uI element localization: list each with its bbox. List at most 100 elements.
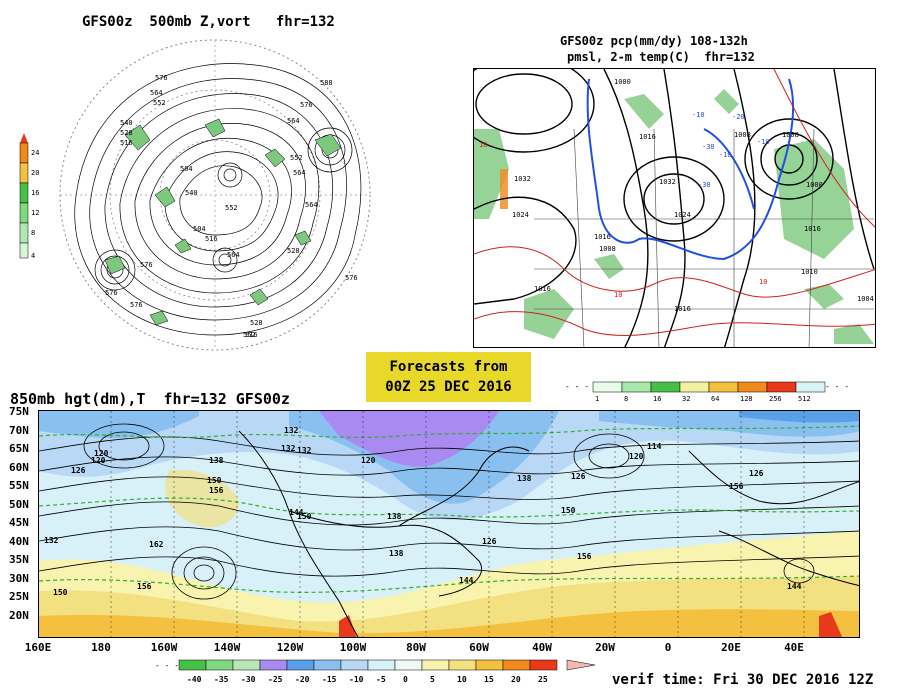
contour-label: 564: [287, 117, 300, 125]
contour-label: 540: [185, 189, 198, 197]
isobar-label: 1010: [801, 268, 818, 276]
contour-label: 144: [787, 582, 802, 591]
contour-label: 138: [387, 512, 402, 521]
contour-label: 156: [729, 482, 744, 491]
colorbar-swatch: [737, 381, 768, 393]
isobar-label: 1008: [782, 131, 799, 139]
lat-label: 65N: [9, 442, 29, 455]
temp-label: -20: [732, 113, 745, 121]
isobar-label: 1024: [674, 211, 691, 219]
lat-label: 35N: [9, 553, 29, 566]
contour-label: 516: [205, 235, 218, 243]
svg-text:- - -: - - -: [565, 382, 589, 391]
isobar-label: 1024: [512, 211, 529, 219]
colorbar-tick: -30: [241, 675, 256, 684]
isobar-label: 1008: [734, 131, 751, 139]
temp-label: -10: [757, 138, 770, 146]
contour-label: 126: [482, 537, 497, 546]
colorbar-pcp: - - - 1 8 16 32 64 128 256 512 - - -: [565, 380, 850, 404]
panel-500mb-map: 576 564 552 540 528 516 588 576 564 552 …: [55, 35, 375, 355]
lat-label: 40N: [9, 534, 29, 548]
panel-pcp-title-line2: pmsl, 2-m temp(C) fhr=132: [567, 50, 755, 64]
colorbar-tick: 256: [769, 395, 782, 403]
contour-label: 564: [150, 89, 163, 97]
lon-label: 20E: [721, 641, 741, 654]
contour-label: 156: [209, 486, 224, 495]
contour-label: 120: [91, 456, 106, 465]
contour-label: 156: [137, 582, 152, 591]
colorbar-swatch: [178, 659, 207, 671]
contour-label: 150: [297, 512, 312, 521]
contour-label: 156: [577, 552, 592, 561]
colorbar-500mb-vort: 24 20 16 12 8 4: [18, 133, 48, 263]
isobar-label: 1016: [594, 233, 611, 241]
forecast-from-box: Forecasts from 00Z 25 DEC 2016: [366, 352, 531, 402]
panel-pcp-title-line1: GFS00z pcp(mm/dy) 108-132h: [560, 34, 748, 48]
lon-label: 180: [91, 641, 111, 654]
colorbar-swatch: [205, 659, 234, 671]
contour-label: 516: [120, 139, 133, 147]
colorbar-swatch: [621, 381, 652, 393]
colorbar-swatch: [259, 659, 288, 671]
contour-label: 552: [290, 154, 303, 162]
colorbar-tick: 1: [595, 395, 599, 403]
contour-label: 576: [345, 274, 358, 282]
lat-label: 75N: [9, 405, 29, 418]
contour-label: 150: [561, 506, 576, 515]
contour-label: 588: [320, 79, 333, 87]
temp-label: -30: [698, 181, 711, 189]
lat-label: 50N: [9, 497, 29, 511]
panel-pcp-map: 1032 1024 1016 1016 1008 1000 1016 1024 …: [473, 68, 876, 348]
colorbar-swatch: [708, 381, 739, 393]
colorbar-tick: 25: [538, 675, 548, 684]
colorbar-swatch: [286, 659, 315, 671]
colorbar-swatch: [313, 659, 342, 671]
colorbar-swatch: [340, 659, 369, 671]
verif-time: verif time: Fri 30 DEC 2016 12Z: [612, 672, 874, 688]
contour-label: 132: [44, 536, 59, 545]
forecast-from-line2: 00Z 25 DEC 2016: [385, 379, 512, 395]
colorbar-tick: 16: [653, 395, 661, 403]
contour-label: 126: [571, 472, 586, 481]
contour-label: 138: [209, 456, 224, 465]
lon-label: 120W: [276, 641, 304, 654]
contour-label: 120: [629, 452, 644, 461]
lon-label: 140W: [213, 641, 241, 654]
lat-label: 55N: [9, 479, 29, 492]
contour-label: 540: [120, 119, 133, 127]
colorbar-swatch: [502, 659, 531, 671]
colorbar-swatch: [529, 659, 558, 671]
contour-label: 150: [207, 476, 222, 485]
lat-label: 20N: [9, 608, 29, 622]
isobar-label: 1004: [857, 295, 874, 303]
colorbar-tick: 64: [711, 395, 719, 403]
lon-label: 20W: [595, 641, 615, 654]
contour-label: 504: [180, 165, 193, 173]
lat-label: 45N: [9, 516, 29, 529]
contour-label: 564: [293, 169, 306, 177]
contour-label: 126: [71, 466, 86, 475]
colorbar-tick: 16: [31, 189, 39, 197]
contour-label: 144: [289, 508, 304, 517]
contour-label: 138: [389, 549, 404, 558]
contour-label: 576: [140, 261, 153, 269]
contour-label: 564: [305, 201, 318, 209]
contour-label: 144: [459, 576, 474, 585]
lon-label: 60W: [469, 641, 489, 654]
colorbar-tick: 4: [31, 252, 35, 260]
colorbar-swatch: [421, 659, 450, 671]
colorbar-tick: -10: [349, 675, 364, 684]
colorbar-tick: -5: [376, 675, 386, 684]
contour-label: 114: [647, 442, 662, 451]
contour-label: 132: [297, 446, 312, 455]
colorbar-tick: 15: [484, 675, 494, 684]
colorbar-swatch: [592, 381, 623, 393]
contour-label: 120: [94, 449, 109, 458]
temp-label: -30: [702, 143, 715, 151]
contour-label: 516: [245, 331, 258, 339]
colorbar-tick: 512: [798, 395, 811, 403]
colorbar-tick: 24: [31, 149, 39, 157]
contour-label: 552: [153, 99, 166, 107]
contour-label: 552: [225, 204, 238, 212]
contour-label: 528: [250, 319, 263, 327]
